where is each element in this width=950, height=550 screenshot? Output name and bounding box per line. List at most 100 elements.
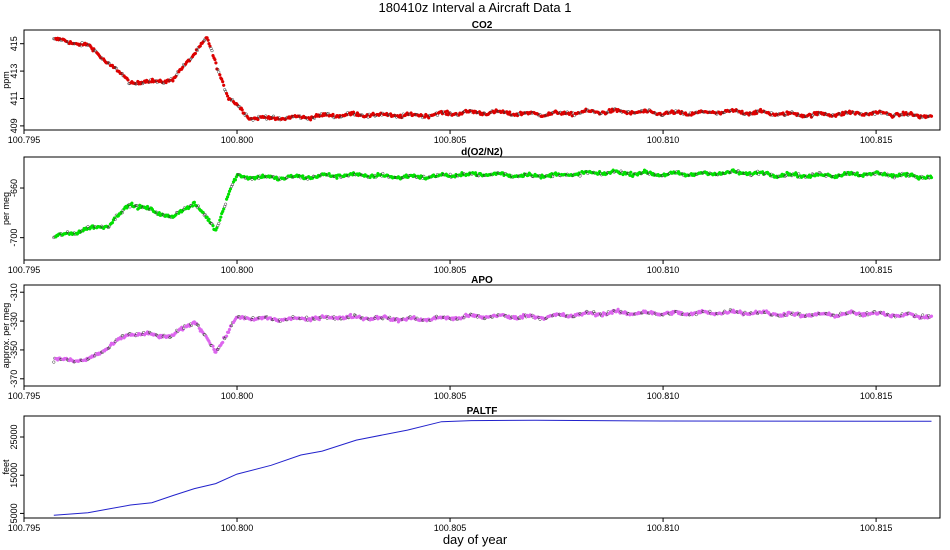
- data-point: [175, 73, 179, 77]
- data-point: [388, 315, 392, 319]
- data-point: [187, 59, 192, 63]
- plot-frame: [23, 284, 941, 387]
- series-marks: [52, 36, 934, 122]
- data-point: [120, 211, 124, 215]
- data-point: [331, 112, 335, 117]
- data-point: [216, 347, 220, 352]
- data-point: [223, 88, 227, 92]
- panel-title: d(O2/N2): [461, 147, 503, 158]
- data-point: [600, 314, 605, 318]
- data-point: [230, 183, 235, 187]
- x-tick-label: 100.795: [8, 135, 41, 145]
- data-point: [597, 312, 602, 316]
- data-point: [203, 213, 207, 217]
- data-point: [256, 117, 260, 122]
- data-point: [406, 175, 410, 179]
- data-point: [190, 204, 195, 208]
- data-point: [735, 170, 739, 174]
- data-point: [196, 323, 200, 327]
- data-point: [181, 65, 185, 69]
- data-point: [447, 111, 451, 115]
- data-point: [134, 204, 138, 208]
- data-point: [798, 312, 802, 316]
- data-point: [551, 175, 555, 179]
- data-point: [351, 110, 356, 114]
- data-point: [174, 74, 178, 78]
- data-point: [207, 217, 211, 221]
- data-point: [229, 184, 234, 188]
- x-tick-label: 100.810: [647, 523, 680, 533]
- y-tick-label: -370: [9, 370, 19, 388]
- data-point: [222, 83, 226, 87]
- data-point: [224, 334, 229, 338]
- plot-frame: [23, 415, 941, 519]
- y-tick-label: -660: [9, 179, 19, 197]
- data-point: [216, 67, 220, 72]
- x-tick-label: 100.805: [434, 265, 467, 275]
- data-point: [193, 51, 198, 56]
- plot-frame: [23, 29, 941, 131]
- y-tick-label: 5000: [9, 503, 19, 523]
- panels: CO2 ppm 100.795 100.800 100.805 100.810 100.81…: [1, 20, 941, 533]
- data-point: [217, 221, 221, 226]
- x-tick-label: 100.815: [860, 135, 893, 145]
- x-tick-label: 100.805: [434, 135, 467, 145]
- data-point: [831, 313, 835, 317]
- y-axis-label: per meg: [1, 192, 11, 225]
- data-point: [782, 311, 786, 316]
- y-tick-label: -700: [9, 229, 19, 247]
- data-point: [544, 316, 548, 321]
- data-point: [301, 174, 305, 178]
- panel-4: PALTF feet 100.795 100.800 100.805 100.810 100…: [1, 406, 941, 533]
- data-point: [130, 201, 134, 205]
- data-point: [218, 218, 222, 222]
- x-tick-label: 100.800: [221, 135, 254, 145]
- data-point: [929, 175, 934, 180]
- data-point: [201, 210, 205, 215]
- data-point: [556, 172, 561, 176]
- data-point: [119, 337, 123, 341]
- y-tick-label: 411: [9, 91, 19, 105]
- data-point: [520, 316, 525, 320]
- x-tick-label: 100.815: [860, 523, 893, 533]
- x-tick-label: 100.810: [647, 265, 680, 275]
- data-point: [318, 174, 322, 178]
- data-point: [205, 215, 209, 219]
- data-point: [929, 114, 934, 118]
- data-point: [119, 71, 123, 76]
- panel-title: CO2: [472, 20, 493, 31]
- x-tick-label: 100.800: [221, 265, 254, 275]
- data-point: [86, 357, 90, 361]
- data-point: [550, 112, 554, 116]
- x-tick-label: 100.815: [860, 265, 893, 275]
- data-point: [667, 172, 671, 176]
- data-point: [221, 80, 225, 84]
- data-point: [86, 225, 90, 229]
- panel-2: d(O2/N2) per meg 100.795 100.800 100.805 100.…: [1, 147, 941, 275]
- data-point: [217, 70, 221, 74]
- data-point: [211, 224, 215, 228]
- data-point: [308, 118, 313, 122]
- data-point: [206, 38, 210, 42]
- x-tick-label: 100.795: [8, 523, 41, 533]
- y-axis-label: approx. per meg: [1, 303, 11, 369]
- series-marks: [52, 307, 934, 364]
- data-point: [126, 78, 130, 82]
- y-tick-label: -330: [9, 312, 19, 330]
- data-point: [224, 202, 228, 206]
- data-point: [225, 195, 230, 199]
- data-point: [202, 39, 206, 43]
- data-point: [110, 221, 115, 225]
- y-tick-label: 415: [9, 36, 19, 51]
- data-point: [192, 200, 197, 204]
- data-point: [181, 328, 185, 332]
- data-point: [214, 61, 218, 65]
- y-tick-label: 413: [9, 64, 19, 79]
- data-point: [106, 346, 111, 350]
- data-point: [196, 204, 200, 208]
- paltf-line: [53, 419, 932, 516]
- data-point: [236, 315, 240, 319]
- y-axis-label: feet: [1, 459, 11, 475]
- x-tick-label: 100.800: [221, 523, 254, 533]
- data-point: [400, 115, 404, 119]
